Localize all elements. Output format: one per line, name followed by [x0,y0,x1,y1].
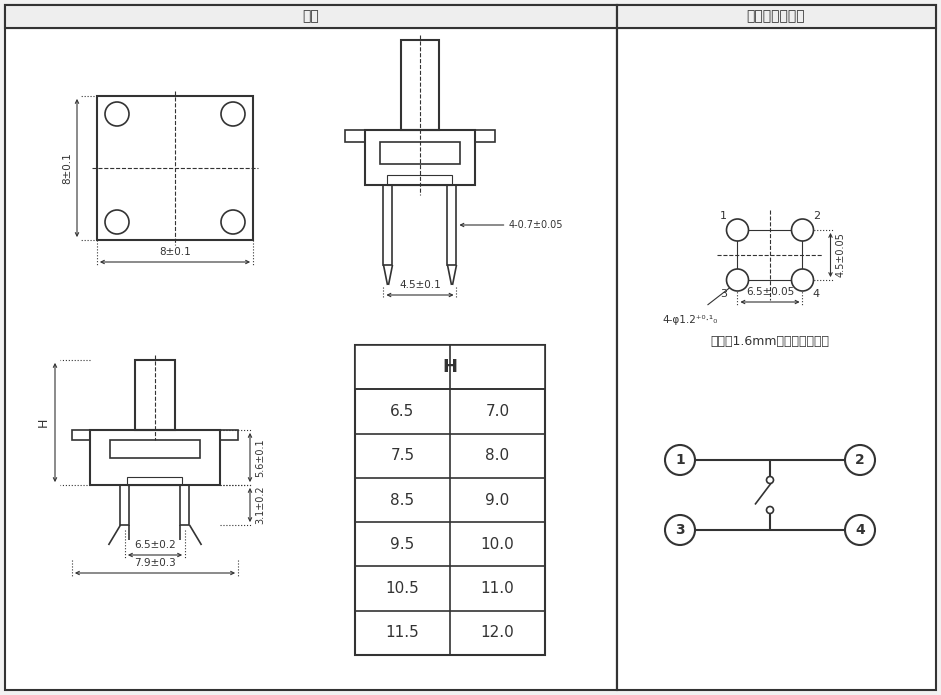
Bar [617,5,936,690]
Text: 7.0: 7.0 [486,404,510,419]
Bar [365,130,475,185]
Bar [355,345,545,655]
Text: 4: 4 [855,523,865,537]
Text: 4.5±0.1: 4.5±0.1 [399,280,441,290]
Text: 10.0: 10.0 [481,537,515,552]
Text: 3.1±0.2: 3.1±0.2 [255,486,265,524]
Ellipse shape [133,136,217,200]
Text: 4: 4 [813,289,820,299]
Circle shape [845,515,875,545]
Text: 6.5±0.05: 6.5±0.05 [746,287,794,297]
Bar [384,185,392,265]
Text: 6.5: 6.5 [391,404,415,419]
Text: 12.0: 12.0 [481,626,515,640]
Bar [5,5,617,28]
Text: 11.0: 11.0 [481,581,515,596]
Text: 3: 3 [676,523,685,537]
Text: 7.5: 7.5 [391,448,415,463]
Bar [345,130,365,142]
Bar [401,40,439,130]
Bar [181,485,189,525]
Bar [220,430,238,440]
Circle shape [845,445,875,475]
Circle shape [726,269,748,291]
Text: 2: 2 [813,211,820,221]
Text: 请使用1.6mm厚的印刷电路板: 请使用1.6mm厚的印刷电路板 [710,335,830,348]
Text: 7.9±0.3: 7.9±0.3 [135,558,176,568]
Text: 9.5: 9.5 [391,537,415,552]
Bar [448,185,456,265]
Text: 8.5: 8.5 [391,493,415,507]
Text: 安装图及电路图: 安装图及电路图 [747,9,805,23]
Circle shape [221,210,245,234]
Text: 9.0: 9.0 [486,493,510,507]
Bar [72,430,90,440]
Bar [120,485,130,525]
Text: 6.5±0.2: 6.5±0.2 [135,540,176,550]
Text: 2: 2 [855,453,865,467]
Text: 4.5±0.05: 4.5±0.05 [836,233,846,277]
Text: 1: 1 [720,211,727,221]
Text: 10.5: 10.5 [386,581,420,596]
Text: 5.6±0.1: 5.6±0.1 [255,438,265,477]
Circle shape [767,507,774,514]
Text: 8.0: 8.0 [486,448,510,463]
Circle shape [791,219,814,241]
Text: 1: 1 [675,453,685,467]
Circle shape [105,102,129,126]
Bar [475,130,495,142]
Bar [738,230,803,280]
Bar [380,142,460,164]
Circle shape [221,102,245,126]
Bar [90,430,220,485]
Circle shape [105,210,129,234]
Circle shape [665,445,695,475]
Circle shape [726,219,748,241]
Bar [135,360,175,430]
Text: 4-0.7±0.05: 4-0.7±0.05 [508,220,563,230]
Bar [617,5,936,28]
Bar [5,5,617,690]
Bar [110,440,200,458]
Bar [127,477,183,485]
Circle shape [791,269,814,291]
Bar [355,345,545,389]
Text: H: H [442,358,457,376]
Text: 3: 3 [720,289,727,299]
Circle shape [767,477,774,484]
Bar [97,96,253,240]
Circle shape [665,515,695,545]
Text: 11.5: 11.5 [386,626,420,640]
Text: 8±0.1: 8±0.1 [159,247,191,257]
Bar [388,175,453,185]
Text: 尺寸: 尺寸 [303,9,319,23]
Text: 8±0.1: 8±0.1 [62,152,72,184]
Ellipse shape [141,142,209,194]
Text: 4-φ1.2⁺⁰⋅¹₀: 4-φ1.2⁺⁰⋅¹₀ [662,315,718,325]
Text: H: H [37,418,50,427]
